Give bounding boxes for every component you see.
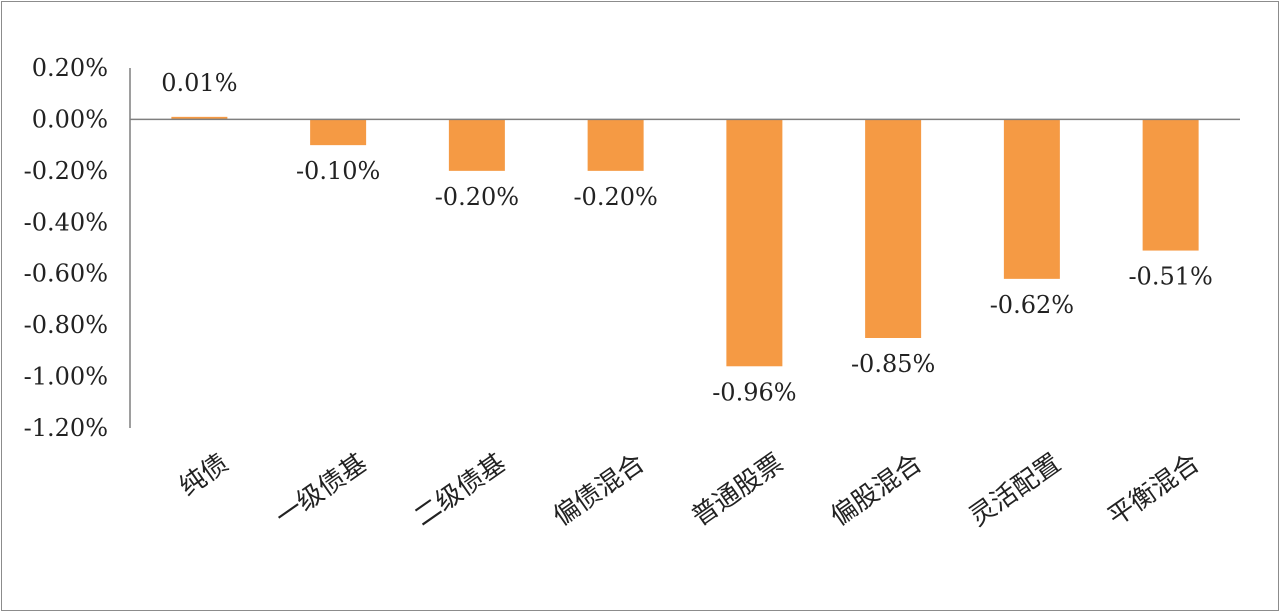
y-tick-label: -0.40% xyxy=(24,208,108,236)
x-category-label: 偏债混合 xyxy=(548,448,650,532)
bar xyxy=(587,119,644,171)
x-category-label: 普通股票 xyxy=(687,448,789,532)
bar xyxy=(726,119,783,367)
x-category-label: 偏股混合 xyxy=(825,448,927,532)
data-label: -0.85% xyxy=(851,350,935,378)
bar xyxy=(310,119,367,146)
x-category-label: 灵活配置 xyxy=(964,448,1066,532)
x-category-label: 一级债基 xyxy=(270,448,372,532)
x-category-label: 纯债 xyxy=(174,448,234,502)
x-category-label: 二级债基 xyxy=(409,448,511,532)
bar xyxy=(1142,119,1199,251)
data-label: -0.62% xyxy=(990,291,1074,319)
x-category-label: 平衡混合 xyxy=(1103,448,1205,532)
data-label: -0.10% xyxy=(296,157,380,185)
data-label: -0.96% xyxy=(712,378,796,406)
data-label: -0.51% xyxy=(1128,263,1212,291)
y-tick-label: -0.80% xyxy=(24,311,108,339)
bar xyxy=(1003,119,1060,279)
y-tick-label: 0.20% xyxy=(32,54,108,82)
y-tick-label: -0.20% xyxy=(24,157,108,185)
bar xyxy=(865,119,922,338)
bar xyxy=(171,116,228,120)
data-label: 0.01% xyxy=(161,69,237,97)
y-tick-label: 0.00% xyxy=(32,105,108,133)
y-tick-label: -1.20% xyxy=(24,414,108,442)
y-tick-label: -1.00% xyxy=(24,363,108,391)
data-label: -0.20% xyxy=(573,183,657,211)
data-label: -0.20% xyxy=(435,183,519,211)
y-tick-label: -0.60% xyxy=(24,260,108,288)
bar xyxy=(448,119,505,171)
